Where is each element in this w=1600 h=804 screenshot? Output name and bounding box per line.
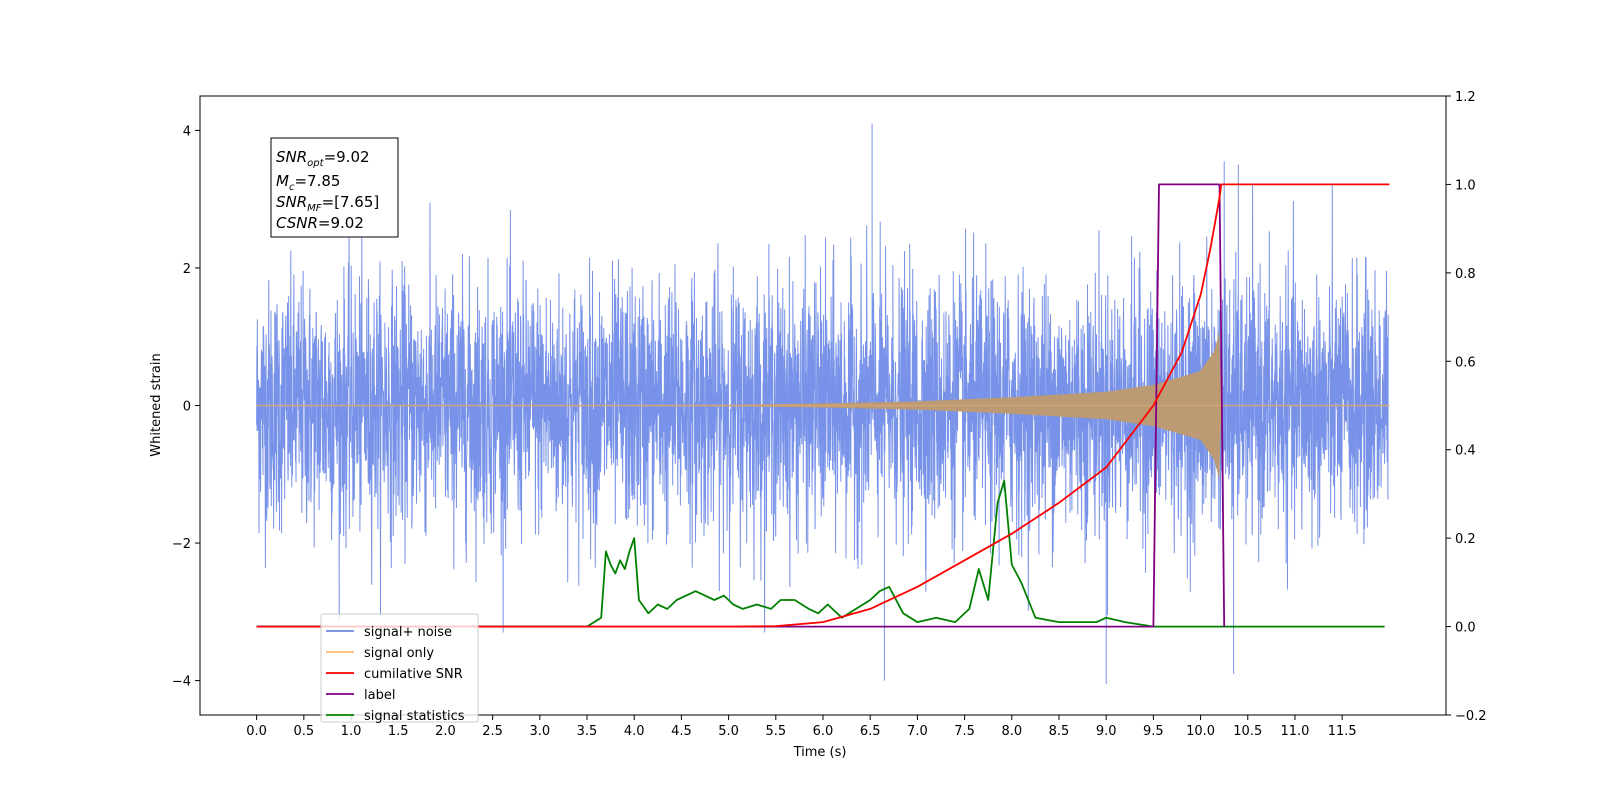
- annotation-snr-mf: SNRMF=[7.65]: [276, 193, 379, 214]
- y-tick-label: 0: [183, 400, 191, 415]
- annotation-box: SNRopt=9.02 Mc=7.85 SNRMF=[7.65] CSNR=9.…: [270, 137, 399, 238]
- annotation-snr-mf-value: =[7.65]: [322, 193, 380, 211]
- x-tick-label: 6.5: [860, 724, 881, 739]
- y2-tick-label: 0.4: [1455, 444, 1476, 459]
- x-tick-label: 9.5: [1143, 724, 1164, 739]
- y2-tick-label: 1.2: [1455, 90, 1476, 105]
- y2-tick-label: 0.6: [1455, 355, 1476, 370]
- series-layer: [256, 123, 1390, 685]
- legend-label-cumulative-snr: cumilative SNR: [364, 667, 463, 682]
- y-axis-left: 4 2 0 −2 −4: [172, 124, 200, 690]
- x-tick-label: 1.5: [388, 724, 409, 739]
- legend-label-signal-statistics: signal statistics: [364, 709, 465, 724]
- x-tick-label: 0.0: [246, 724, 267, 739]
- y2-tick-label: 0.0: [1455, 621, 1476, 636]
- x-tick-label: 2.0: [435, 724, 456, 739]
- x-tick-label: 8.5: [1049, 724, 1070, 739]
- x-tick-label: 1.0: [341, 724, 362, 739]
- y-axis-right: 1.2 1.0 0.8 0.6 0.4 0.2 0.0 −0.2: [1446, 90, 1487, 724]
- x-tick-label: 5.5: [765, 724, 786, 739]
- x-tick-label: 5.0: [718, 724, 739, 739]
- y-axis-label: Whitened strain: [149, 353, 164, 456]
- annotation-mc-value: =7.85: [294, 172, 340, 190]
- y2-tick-label: 0.8: [1455, 267, 1476, 282]
- series-cumulative-snr: [256, 183, 1390, 628]
- x-tick-label: 11.0: [1280, 724, 1309, 739]
- y-tick-label: −4: [172, 675, 191, 690]
- legend-label-signal-only: signal only: [364, 646, 434, 661]
- y2-tick-label: 1.0: [1455, 178, 1476, 193]
- x-tick-label: 0.5: [293, 724, 314, 739]
- x-tick-label: 3.0: [529, 724, 550, 739]
- y-tick-label: 2: [183, 262, 191, 277]
- x-tick-label: 11.5: [1328, 724, 1357, 739]
- series-signal-statistics: [256, 479, 1385, 628]
- x-tick-label: 4.5: [671, 724, 692, 739]
- x-tick-label: 7.0: [907, 724, 928, 739]
- x-tick-label: 8.0: [1001, 724, 1022, 739]
- x-tick-label: 3.5: [577, 724, 598, 739]
- x-axis-label: Time (s): [793, 745, 847, 760]
- annotation-csnr: CSNR=9.02: [276, 214, 364, 232]
- x-axis: 0.0 0.5 1.0 1.5 2.0 2.5 3.0 3.5 4.0 4.5 5.0 5.5 6.0 6…: [246, 715, 1357, 739]
- x-tick-label: 2.5: [482, 724, 503, 739]
- legend-label-label: label: [364, 688, 395, 703]
- legend: signal+ noise signal only cumilative SNR la…: [320, 613, 479, 724]
- y2-tick-label: 0.2: [1455, 532, 1476, 547]
- annotation-snr-opt: SNRopt=9.02: [276, 148, 370, 169]
- x-tick-label: 4.0: [624, 724, 645, 739]
- annotation-mc: Mc=7.85: [276, 172, 340, 193]
- legend-label-signal-plus-noise: signal+ noise: [364, 625, 452, 640]
- series-signal-plus-noise: [256, 123, 1389, 685]
- y-tick-label: −2: [172, 537, 191, 552]
- x-tick-label: 10.0: [1186, 724, 1215, 739]
- x-tick-label: 9.0: [1096, 724, 1117, 739]
- x-tick-label: 10.5: [1233, 724, 1262, 739]
- annotation-csnr-value: =9.02: [318, 214, 364, 232]
- x-tick-label: 7.5: [954, 724, 975, 739]
- y2-tick-label: −0.2: [1455, 709, 1487, 724]
- x-tick-label: 6.0: [813, 724, 834, 739]
- annotation-snr-opt-value: =9.02: [324, 148, 370, 166]
- y-tick-label: 4: [183, 124, 191, 139]
